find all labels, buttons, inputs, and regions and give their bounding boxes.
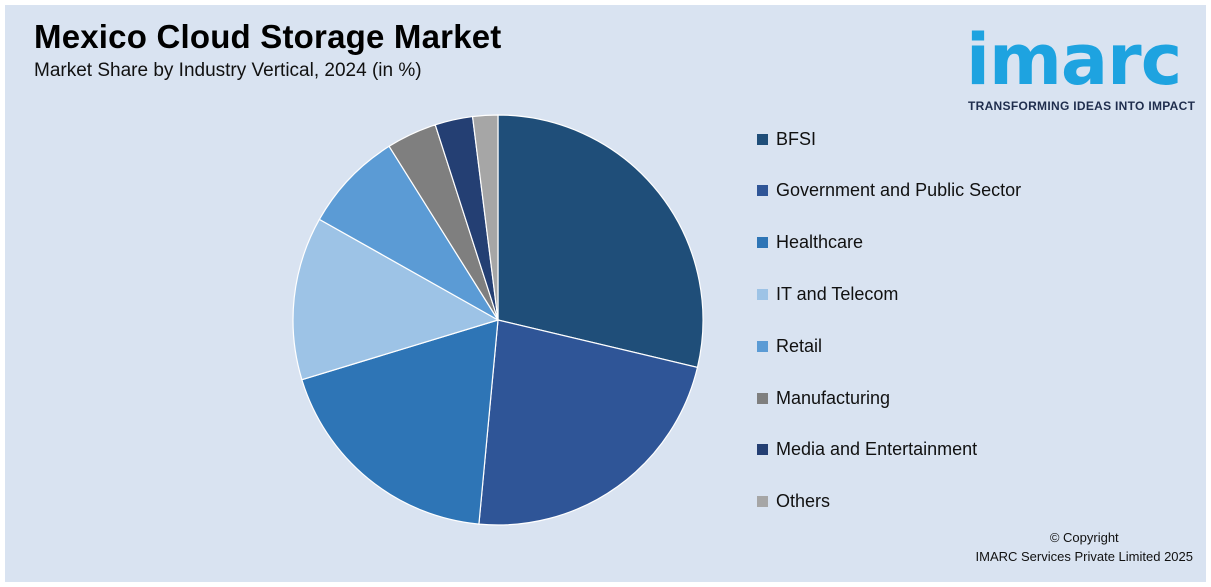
legend-label: Manufacturing bbox=[776, 387, 891, 408]
legend-swatch bbox=[757, 444, 768, 456]
pie-slice-healthcare bbox=[301, 319, 499, 525]
pie-slice-government-and-public-sector bbox=[478, 319, 699, 526]
legend-swatch bbox=[757, 392, 768, 404]
logo-wordmark: imarc bbox=[966, 19, 1182, 101]
legend-swatch bbox=[757, 185, 768, 197]
pie-chart bbox=[292, 114, 704, 526]
legend-label: BFSI bbox=[776, 128, 817, 149]
legend-label: IT and Telecom bbox=[776, 283, 899, 304]
legend-item: Manufacturing bbox=[757, 387, 890, 409]
imarc-logo: imarc TRANSFORMING IDEAS INTO IMPACT bbox=[958, 12, 1203, 122]
legend-label: Media and Entertainment bbox=[776, 439, 978, 460]
legend-swatch bbox=[757, 288, 768, 300]
copyright-line-1: © Copyright bbox=[1049, 530, 1119, 545]
pie-slice-bfsi bbox=[497, 114, 704, 369]
legend-swatch bbox=[757, 133, 768, 145]
legend-label: Others bbox=[776, 491, 831, 512]
legend-swatch bbox=[757, 340, 768, 352]
pie-slice-retail bbox=[318, 145, 499, 321]
legend-label: Retail bbox=[776, 335, 823, 356]
chart-title: Mexico Cloud Storage Market bbox=[34, 18, 502, 55]
legend-swatch bbox=[757, 496, 768, 508]
copyright-notice: © Copyright IMARC Services Private Limit… bbox=[976, 528, 1193, 566]
pie-slice-others bbox=[471, 114, 499, 321]
legend-item: Healthcare bbox=[757, 232, 863, 254]
legend-item: Media and Entertainment bbox=[757, 439, 977, 461]
chart-subtitle: Market Share by Industry Vertical, 2024 … bbox=[34, 60, 422, 81]
legend-swatch bbox=[757, 237, 768, 249]
legend-item: BFSI bbox=[757, 128, 816, 150]
legend-item: Others bbox=[757, 491, 830, 513]
legend-item: Government and Public Sector bbox=[757, 180, 1021, 202]
logo-tagline: TRANSFORMING IDEAS INTO IMPACT bbox=[968, 99, 1196, 113]
legend-label: Government and Public Sector bbox=[776, 180, 1022, 201]
copyright-line-2: IMARC Services Private Limited 2025 bbox=[975, 549, 1193, 564]
legend-item: Retail bbox=[757, 335, 822, 357]
pie-slice-it-and-telecom bbox=[292, 218, 500, 381]
legend-item: IT and Telecom bbox=[757, 283, 898, 305]
legend-label: Healthcare bbox=[776, 232, 864, 253]
